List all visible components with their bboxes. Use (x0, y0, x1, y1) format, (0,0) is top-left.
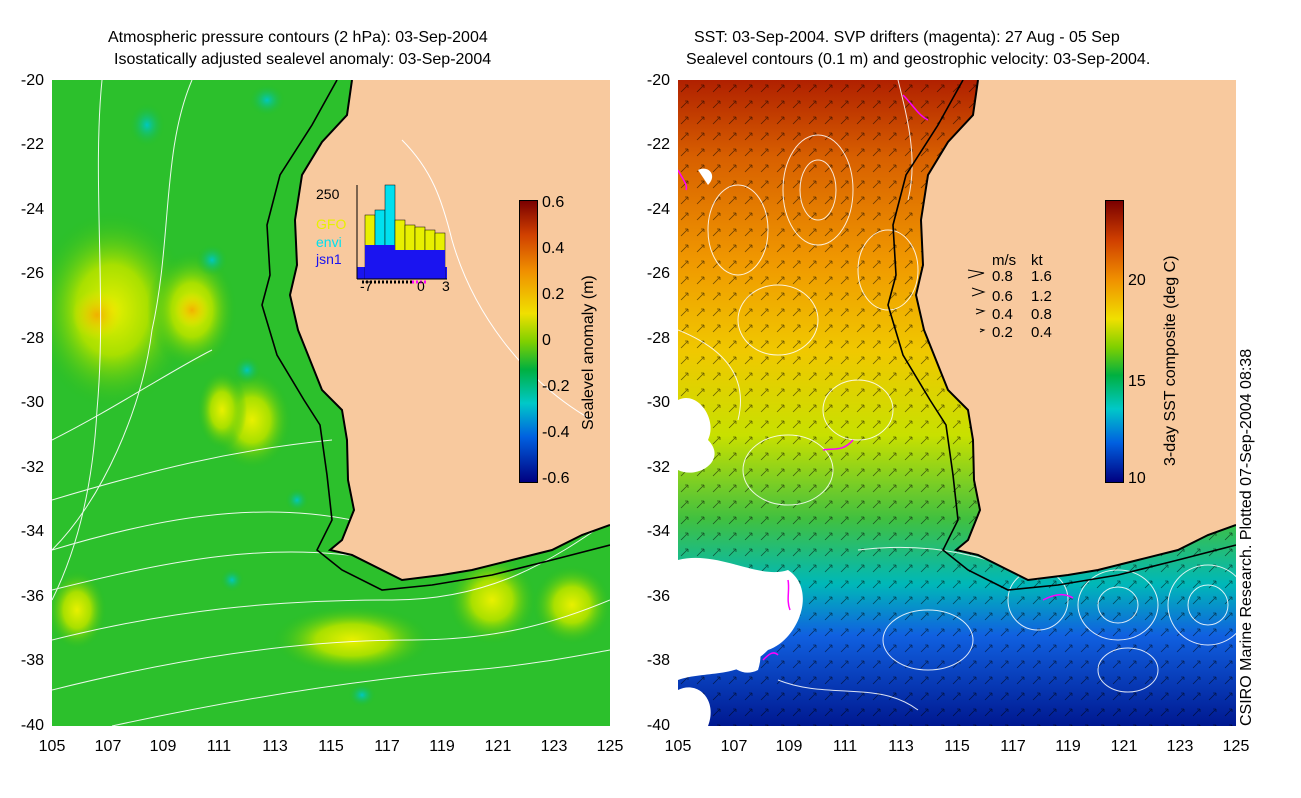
cb-left-tick-5: -0.4 (542, 424, 570, 441)
right-xtick: 117 (1000, 738, 1026, 755)
satellite-inset (356, 184, 447, 284)
sealevel-colorbar (519, 200, 538, 483)
inset-xtick-2: 0 (417, 278, 425, 294)
inset-xtick-1: -7 (360, 278, 373, 294)
left-xtick: 113 (262, 738, 288, 755)
right-title-line1: SST: 03-Sep-2004. SVP drifters (magenta)… (694, 29, 1120, 46)
velocity-legend-header-kt: kt (1031, 252, 1043, 269)
left-ytick: -32 (20, 459, 44, 476)
right-ytick: -26 (646, 265, 670, 282)
right-ytick: -22 (646, 136, 670, 153)
inset-sat-envi: envi (316, 234, 342, 250)
sst-map[interactable] (678, 80, 1236, 726)
left-xtick: 119 (429, 738, 455, 755)
velocity-legend-ms-0: 0.8 (992, 268, 1013, 285)
left-title-line1: Atmospheric pressure contours (2 hPa): 0… (108, 29, 488, 46)
inset-sat-gfo: GFO (316, 216, 347, 232)
cb-left-tick-4: -0.2 (542, 378, 570, 395)
right-xtick: 105 (664, 738, 692, 755)
left-xtick: 107 (94, 738, 122, 755)
right-xtick: 125 (1222, 738, 1250, 755)
left-ytick: -28 (20, 330, 44, 347)
left-ytick: -24 (20, 201, 44, 218)
left-ytick: -26 (20, 265, 44, 282)
left-xtick: 111 (206, 738, 232, 755)
right-ytick: -24 (646, 201, 670, 218)
left-xtick: 123 (540, 738, 568, 755)
right-xtick: 113 (888, 738, 914, 755)
velocity-legend-header-ms: m/s (992, 252, 1017, 269)
sst-colorbar (1105, 200, 1124, 483)
cb-left-tick-1: 0.4 (542, 240, 565, 257)
right-ytick: -38 (646, 652, 670, 669)
right-ytick: -32 (646, 459, 670, 476)
cb-left-tick-3: 0 (542, 332, 551, 349)
sst-colorbar-label: 3-day SST composite (deg C) (1162, 255, 1179, 466)
right-title-line2: Sealevel contours (0.1 m) and geostrophi… (686, 51, 1151, 68)
right-ytick: -34 (646, 523, 670, 540)
velocity-legend-kt-3: 0.4 (1031, 324, 1052, 341)
right-xtick: 123 (1166, 738, 1194, 755)
right-xtick: 107 (720, 738, 748, 755)
cb-left-tick-2: 0.2 (542, 286, 565, 303)
right-xtick: 119 (1055, 738, 1081, 755)
velocity-legend-ms-3: 0.2 (992, 324, 1013, 341)
cb-left-tick-0: 0.6 (542, 194, 565, 211)
svp-drifter-tracks (678, 94, 1074, 661)
cb-right-tick-0: 20 (1128, 272, 1146, 289)
right-xtick: 109 (775, 738, 803, 755)
left-xtick: 115 (318, 738, 344, 755)
velocity-legend-kt-2: 0.8 (1031, 306, 1052, 323)
australia-land (916, 80, 1236, 580)
left-ytick: -22 (20, 136, 44, 153)
left-ytick: -36 (20, 588, 44, 605)
credit-text: CSIRO Marine Research. Plotted 07-Sep-20… (1238, 348, 1255, 726)
right-ytick: -36 (646, 588, 670, 605)
left-xtick: 125 (596, 738, 624, 755)
right-ytick: -28 (646, 330, 670, 347)
inset-xtick-3: 3 (442, 278, 450, 294)
sealevel-colorbar-label: Sealevel anomaly (m) (580, 275, 597, 430)
right-ytick: -30 (646, 394, 670, 411)
left-xtick: 105 (38, 738, 66, 755)
right-ytick: -20 (646, 72, 670, 89)
velocity-legend-ms-2: 0.4 (992, 306, 1013, 323)
velocity-legend-kt-0: 1.6 (1031, 268, 1052, 285)
right-ytick: -40 (646, 717, 670, 734)
left-xtick: 109 (149, 738, 177, 755)
velocity-legend-ms-1: 0.6 (992, 288, 1013, 305)
velocity-legend-kt-1: 1.2 (1031, 288, 1052, 305)
inset-ymax-label: 250 (316, 186, 340, 202)
cb-right-tick-2: 10 (1128, 470, 1146, 487)
right-xtick: 115 (944, 738, 970, 755)
left-ytick: -38 (20, 652, 44, 669)
inset-sat-jsn1: jsn1 (316, 251, 342, 267)
left-xtick: 117 (374, 738, 400, 755)
left-ytick: -30 (20, 394, 44, 411)
left-ytick: -40 (20, 717, 44, 734)
left-ytick: -34 (20, 523, 44, 540)
cb-left-tick-6: -0.6 (542, 470, 570, 487)
left-xtick: 121 (484, 738, 512, 755)
cb-right-tick-1: 15 (1128, 373, 1146, 390)
left-ytick: -20 (20, 72, 44, 89)
right-xtick: 111 (832, 738, 858, 755)
right-xtick: 121 (1110, 738, 1138, 755)
left-title-line2: Isostatically adjusted sealevel anomaly:… (114, 51, 492, 68)
